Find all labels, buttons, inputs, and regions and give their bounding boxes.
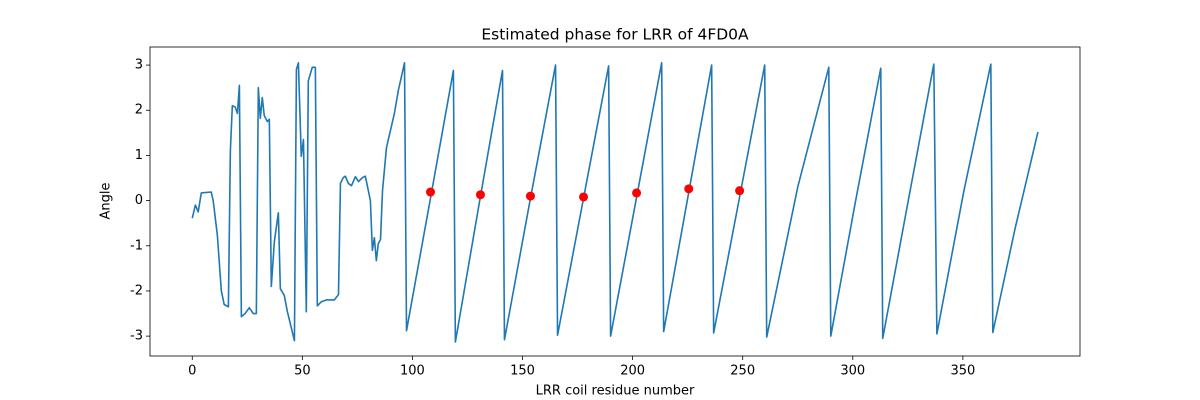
x-tick-label: 150 <box>510 364 535 379</box>
marker-point <box>684 184 694 194</box>
y-tick-label: -2 <box>130 283 143 298</box>
x-tick-label: 350 <box>950 364 975 379</box>
marker-point <box>425 187 435 197</box>
x-tick-label: 50 <box>294 364 311 379</box>
x-tick-label: 200 <box>620 364 645 379</box>
y-tick-label: 2 <box>135 103 143 118</box>
marker-point <box>579 192 589 202</box>
y-axis-label: Angle <box>99 183 114 220</box>
x-tick-label: 0 <box>188 364 196 379</box>
y-tick-label: -3 <box>130 329 143 344</box>
marker-point <box>475 190 485 200</box>
y-tick-label: 0 <box>135 193 143 208</box>
plot-frame <box>149 46 1081 357</box>
x-tick-label: 250 <box>730 364 755 379</box>
marker-point <box>525 191 535 201</box>
y-tick-label: -1 <box>130 238 143 253</box>
x-tick-label: 300 <box>840 364 865 379</box>
y-tick-label: 1 <box>135 148 143 163</box>
x-tick-label: 100 <box>400 364 425 379</box>
y-tick-label: 3 <box>135 58 143 73</box>
marker-point <box>632 188 642 198</box>
data-line <box>191 62 1039 343</box>
x-axis-label: LRR coil residue number <box>536 384 695 399</box>
marker-point <box>735 186 745 196</box>
chart-title: Estimated phase for LRR of 4FD0A <box>481 26 749 44</box>
